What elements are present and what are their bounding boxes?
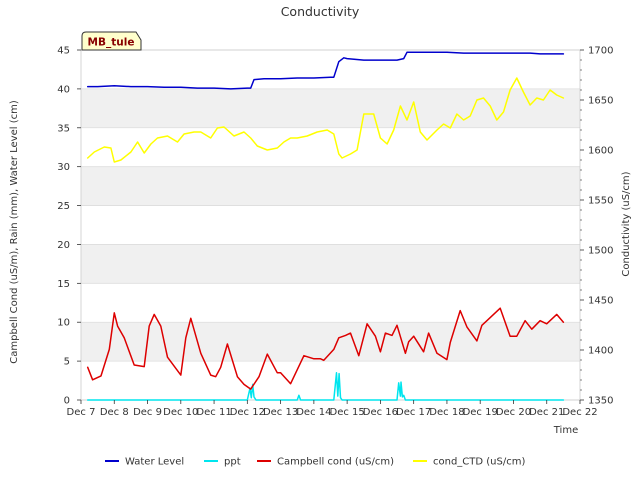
y-left-tick-label: 25 <box>57 201 70 212</box>
y-left-tick-label: 45 <box>57 46 70 57</box>
series-line-campbell-cond-us-cm <box>86 307 565 390</box>
y-left-tick-label: 10 <box>57 318 70 329</box>
x-tick-label: Dec 22 <box>562 407 597 418</box>
y-right-tick-label: 1500 <box>588 246 613 257</box>
y-left-tick-label: 0 <box>64 396 70 407</box>
x-tick-label: Dec 20 <box>496 407 531 418</box>
x-axis-label: Time <box>553 425 578 436</box>
y-left-tick-label: 35 <box>57 123 70 134</box>
background-band <box>81 88 580 128</box>
y-axis-right-label: Conductivity (uS/cm) <box>621 171 632 276</box>
series-line-ppt <box>86 372 565 401</box>
y-right-tick-label: 1650 <box>588 96 613 107</box>
legend-label: Campbell cond (uS/cm) <box>277 457 394 468</box>
y-right-tick-label: 1450 <box>588 296 613 307</box>
y-left-tick-label: 40 <box>57 84 70 95</box>
x-tick-label: Dec 12 <box>230 407 265 418</box>
x-tick-label: Dec 17 <box>396 407 431 418</box>
legend-label: ppt <box>224 457 241 468</box>
y-right-tick-label: 1550 <box>588 196 613 207</box>
axes: 0 5 10 15 20 25 30 35 40 45 1350 1400 1450 1500 1550 16… <box>57 46 613 419</box>
series-line-cond-ctd-us-cm <box>86 77 565 163</box>
y-left-tick-label: 30 <box>57 162 70 173</box>
y-left-tick-label: 5 <box>64 357 70 368</box>
x-tick-label: Dec 9 <box>133 407 162 418</box>
x-tick-label: Dec 11 <box>196 407 231 418</box>
series-layer <box>86 51 565 401</box>
x-tick-label: Dec 21 <box>529 407 564 418</box>
station-badge-label: MB_tule <box>88 37 135 49</box>
background-band <box>81 322 580 362</box>
background-band <box>81 166 580 206</box>
station-badge: MB_tule <box>81 31 142 51</box>
legend: Water Level ppt Campbell cond (uS/cm) cond_… <box>105 457 525 468</box>
x-tick-label: Dec 10 <box>163 407 198 418</box>
x-tick-label: Dec 16 <box>363 407 398 418</box>
legend-label: cond_CTD (uS/cm) <box>433 457 525 468</box>
x-tick-label: Dec 8 <box>100 407 129 418</box>
x-tick-label: Dec 15 <box>330 407 365 418</box>
y-left-tick-label: 15 <box>57 279 70 290</box>
y-right-tick-label: 1400 <box>588 346 613 357</box>
series-line-water-level <box>86 51 565 90</box>
y-right-tick-label: 1600 <box>588 146 613 157</box>
y-right-tick-label: 1700 <box>588 46 613 57</box>
x-tick-label: Dec 14 <box>296 407 331 418</box>
x-tick-label: Dec 7 <box>67 407 96 418</box>
y-left-tick-label: 20 <box>57 240 70 251</box>
x-tick-label: Dec 18 <box>429 407 464 418</box>
x-tick-label: Dec 19 <box>463 407 498 418</box>
chart-title: Conductivity <box>281 4 360 19</box>
legend-label: Water Level <box>125 457 184 468</box>
y-axis-left-label: Campbell Cond (uS/m), Rain (mm), Water L… <box>9 100 20 364</box>
y-right-tick-label: 1350 <box>588 396 613 407</box>
background-bands <box>81 88 580 362</box>
background-band <box>81 244 580 284</box>
x-tick-label: Dec 13 <box>263 407 298 418</box>
